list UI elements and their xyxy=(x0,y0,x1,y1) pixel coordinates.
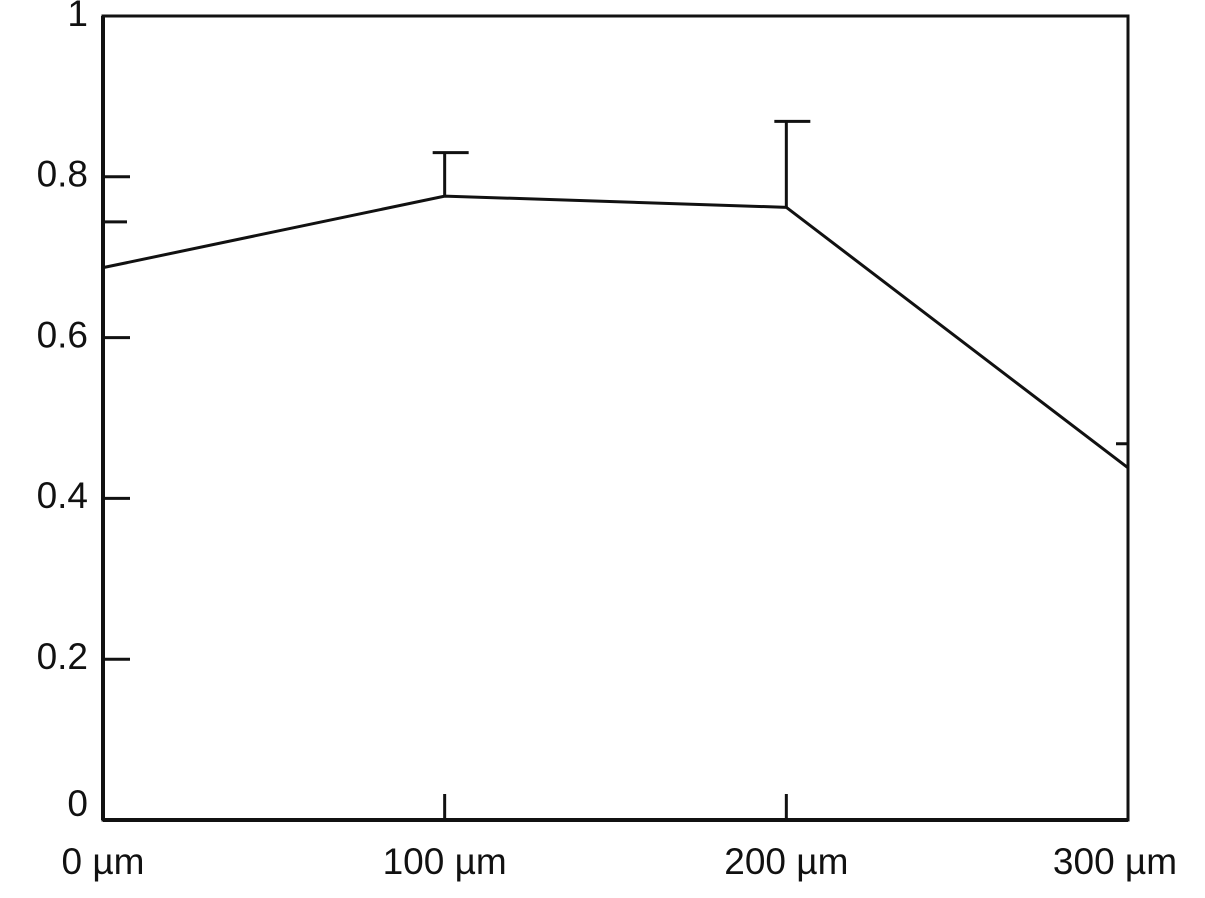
error-bar xyxy=(101,220,127,268)
x-tick-label: 0 µm xyxy=(62,841,145,882)
data-line xyxy=(102,194,1129,470)
error-bar xyxy=(1116,442,1130,468)
x-tick-label: 300 µm xyxy=(1053,841,1177,882)
y-tick-label: 0.6 xyxy=(37,314,88,355)
y-tick-label: 0.4 xyxy=(37,475,88,516)
y-tick-label: 0.8 xyxy=(37,154,88,195)
x-tick-label: 200 µm xyxy=(724,841,848,882)
y-tick-label: 0.2 xyxy=(37,636,88,677)
y-tick-label: 0 xyxy=(67,783,88,824)
x-tick-label: 100 µm xyxy=(383,841,507,882)
plot-frame xyxy=(101,14,1130,822)
error-bar xyxy=(432,151,469,197)
y-tick-label: 1 xyxy=(67,0,88,34)
error-bar xyxy=(774,119,811,208)
